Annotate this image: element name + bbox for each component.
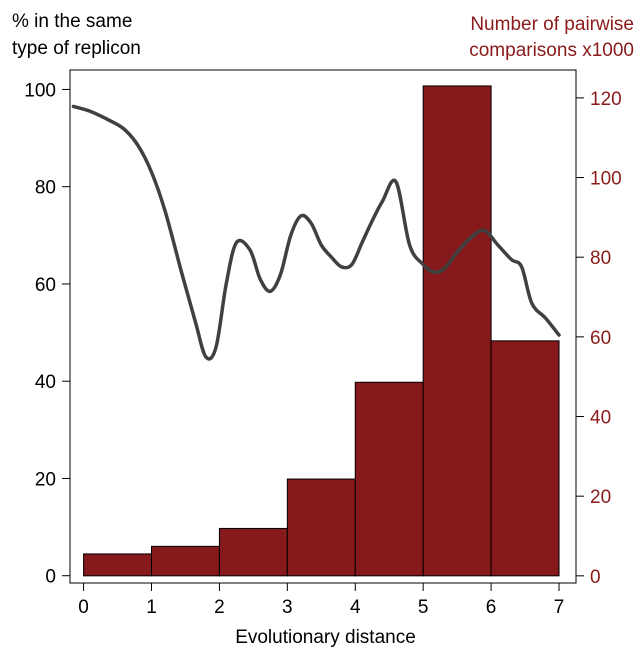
bar <box>354 381 424 577</box>
y-left-tick-label: 0 <box>45 567 56 588</box>
y-right-tick-label: 100 <box>590 169 622 190</box>
y-right-tick-label: 0 <box>590 567 601 588</box>
bar <box>422 85 492 577</box>
plot-frame <box>69 69 577 584</box>
line-layer <box>71 104 561 361</box>
bar <box>286 478 356 577</box>
x-tick-label: 3 <box>282 597 293 618</box>
y-right-tick-label: 60 <box>590 328 611 349</box>
bar <box>83 553 153 577</box>
x-tick-label: 4 <box>350 597 361 618</box>
y-left-tick-label: 80 <box>35 178 56 199</box>
y-left-tick-label: 60 <box>35 275 56 296</box>
bar <box>490 340 560 577</box>
y-left-axis-label: % in the same type of replicon <box>12 11 141 59</box>
x-tick-label: 7 <box>554 597 565 618</box>
x-tick-label: 6 <box>486 597 497 618</box>
y-left-tick-label: 100 <box>24 80 56 101</box>
y-left-tick-label: 40 <box>35 372 56 393</box>
y-right-axis: 0 20 40 60 80 100 120 <box>576 89 622 588</box>
bar <box>218 527 288 577</box>
y-right-tick-label: 20 <box>590 487 611 508</box>
x-axis-label: Evolutionary distance <box>235 627 416 648</box>
x-tick-label: 0 <box>78 597 89 618</box>
y-right-tick-label: 40 <box>590 408 611 429</box>
y-right-tick-label: 80 <box>590 248 611 269</box>
y-left-axis: 0 20 40 60 80 100 <box>24 80 70 588</box>
x-tick-label: 5 <box>418 597 429 618</box>
y-right-axis-label: Number of pairwise comparisons x1000 <box>469 14 634 61</box>
x-tick-label: 2 <box>214 597 225 618</box>
bar <box>151 545 220 577</box>
bars-layer <box>83 85 560 577</box>
x-axis: 0 1 2 3 4 5 6 7 <box>78 583 564 618</box>
x-tick-label: 1 <box>146 597 157 618</box>
series-line <box>71 104 561 361</box>
y-right-tick-label: 120 <box>590 89 622 110</box>
y-left-tick-label: 20 <box>35 469 56 490</box>
